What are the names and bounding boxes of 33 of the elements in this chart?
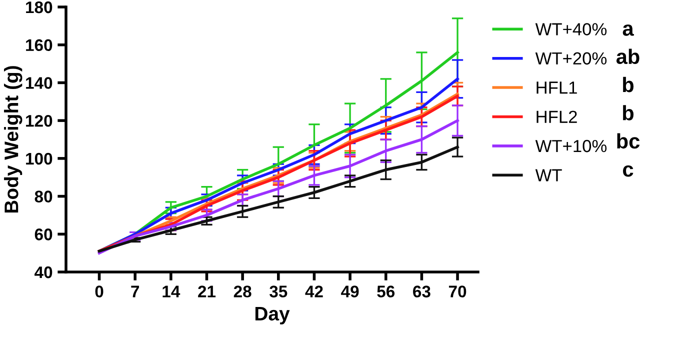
x-tick-label: 63 <box>413 286 430 298</box>
legend-label: WT+10% <box>535 140 607 152</box>
text: ab <box>616 48 640 64</box>
legend-label: HFL1 <box>536 82 577 94</box>
text: a <box>622 24 634 36</box>
x-tick-label: 7 <box>131 286 139 298</box>
legend-label: WT <box>535 169 562 182</box>
y-tick-label: 100 <box>26 152 52 165</box>
y-tick-label: 120 <box>26 114 52 127</box>
text: bc <box>617 133 640 149</box>
y-axis-title: Body Weight (g) <box>4 66 22 213</box>
x-tick-label: 70 <box>448 286 466 298</box>
x-tick-label: 0 <box>95 286 104 298</box>
x-axis-title: Day <box>255 307 290 324</box>
legend-label: WT+20% <box>535 52 607 65</box>
x-tick-label: 14 <box>162 286 180 298</box>
legend-label: WT+40% <box>535 23 607 36</box>
y-tick-label: 40 <box>34 266 52 278</box>
y-tick-label: 60 <box>34 228 52 240</box>
x-tick-label: 35 <box>270 286 288 298</box>
x-tick-label: 21 <box>198 286 216 298</box>
x-tick-label: 42 <box>305 286 323 298</box>
x-tick-label: 56 <box>377 286 395 298</box>
y-tick-label: 180 <box>26 1 52 14</box>
legend-label: HFL2 <box>536 110 577 123</box>
text: b <box>623 105 634 120</box>
text: c <box>623 165 634 177</box>
x-tick-label: 49 <box>341 286 359 298</box>
y-tick-label: 80 <box>34 190 52 202</box>
text: b <box>623 76 634 92</box>
y-tick-label: 160 <box>26 39 52 52</box>
y-tick-label: 140 <box>26 77 52 89</box>
x-tick-label: 28 <box>234 286 252 298</box>
